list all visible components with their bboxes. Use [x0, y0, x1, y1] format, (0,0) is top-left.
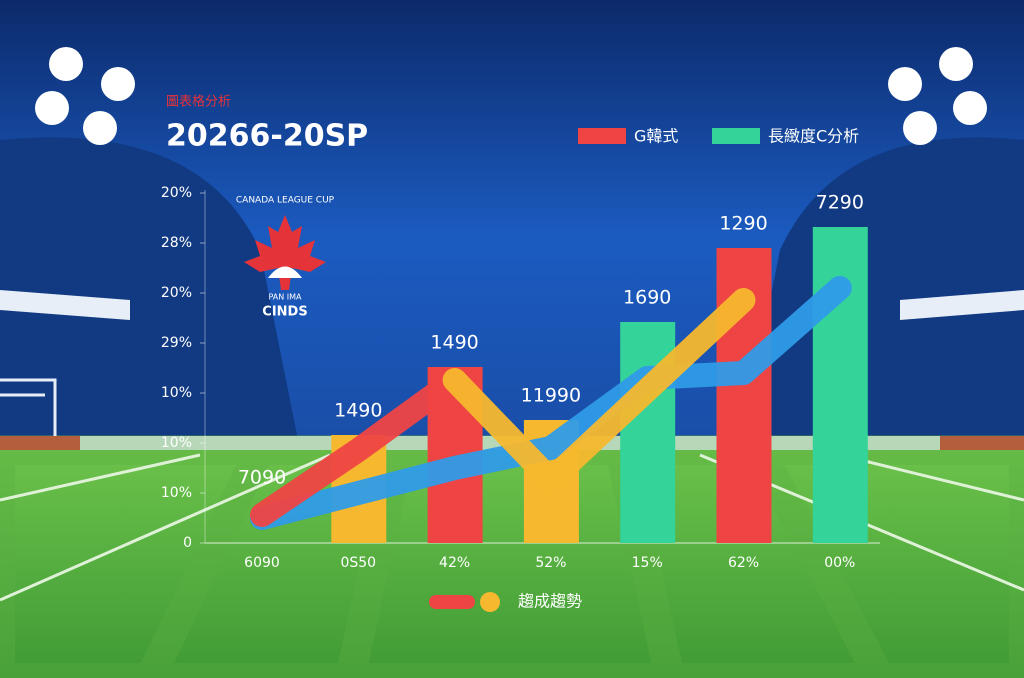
chart-title: 20266-20SP	[166, 119, 368, 154]
x-tick-label: 6090	[244, 555, 280, 571]
x-tick-label: 00%	[824, 555, 855, 571]
subtitle: 圖表格分析	[166, 94, 231, 110]
trend-legend-yellow	[480, 592, 500, 612]
y-tick-label: 0	[183, 535, 192, 551]
legend-label: 長緻度C分析	[768, 127, 859, 146]
logo-bottom: CINDS	[262, 305, 307, 320]
point-label: 7090	[238, 467, 286, 489]
trend-line	[250, 276, 852, 530]
bar	[812, 227, 868, 543]
trend-line	[250, 368, 467, 527]
x-tick-label: 42%	[439, 555, 470, 571]
bar-value-label: 1490	[430, 332, 478, 354]
y-tick-label: 20%	[161, 185, 192, 201]
logo-top: CANADA LEAGUE CUP	[236, 196, 335, 206]
y-tick-label: 28%	[161, 235, 192, 251]
logo-middle: PAN IMA	[268, 293, 302, 302]
bar-value-label: 1290	[719, 213, 767, 235]
y-tick-label: 10%	[161, 485, 192, 501]
y-tick-label: 29%	[161, 335, 192, 351]
legend-swatch	[578, 128, 626, 144]
x-tick-label: 52%	[535, 555, 566, 571]
trend-line	[442, 288, 756, 492]
bar-value-label: 1490	[334, 400, 382, 422]
bar-value-label: 7290	[816, 192, 864, 214]
x-tick-label: 62%	[728, 555, 759, 571]
legend-label: G韓式	[634, 127, 678, 146]
x-tick-label: 15%	[632, 555, 663, 571]
logo: CANADA LEAGUE CUP PAN IMA CINDS	[236, 196, 335, 320]
y-tick-label: 10%	[161, 435, 192, 451]
trend-legend-label: 趨成趨勢	[518, 592, 582, 611]
bar-value-label: 1690	[623, 287, 671, 309]
legend-swatch	[712, 128, 760, 144]
x-tick-label: 0S50	[340, 555, 376, 571]
bar-value-label: 11990	[521, 385, 581, 407]
y-tick-label: 20%	[161, 285, 192, 301]
y-tick-label: 10%	[161, 385, 192, 401]
